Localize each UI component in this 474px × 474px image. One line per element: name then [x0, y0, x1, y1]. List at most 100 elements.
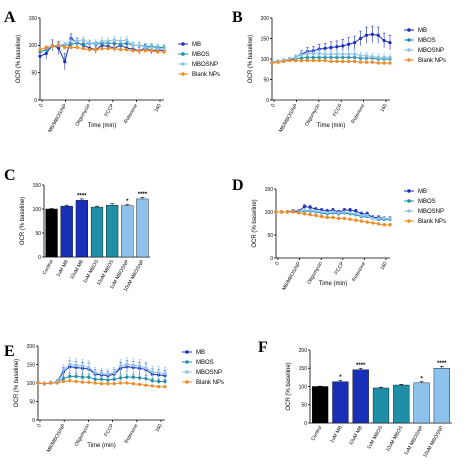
legend: MB MBOS MBOSNP Blank NPs: [404, 189, 446, 225]
data-point: [88, 41, 92, 45]
data-point: [87, 365, 91, 370]
data-point: [150, 49, 154, 53]
data-point: [376, 33, 380, 37]
x-tick-label: Rotenone: [123, 103, 139, 125]
data-point: [112, 371, 116, 375]
legend-label: Blank NPs: [196, 380, 224, 386]
panel-label: F: [258, 339, 268, 356]
legend-label: MBOS: [418, 199, 436, 205]
y-tick-label: 0: [270, 256, 273, 262]
series-blank-nps: [274, 210, 392, 227]
panel-label: A: [4, 9, 16, 26]
series-mbosnp: [36, 357, 167, 386]
data-point: [276, 60, 280, 64]
data-point: [150, 370, 154, 374]
series-blank-nps: [36, 379, 167, 389]
y-axis-title: OCR (% baseline): [286, 362, 292, 410]
x-tick-label: 160: [379, 103, 388, 113]
data-point: [365, 220, 369, 224]
data-point: [138, 376, 142, 380]
data-point: [337, 216, 341, 221]
legend-marker: [407, 219, 411, 223]
panel-label: B: [232, 9, 243, 26]
data-point: [80, 375, 85, 379]
data-point: [365, 214, 369, 218]
data-point: [291, 210, 295, 214]
data-point: [325, 215, 329, 220]
data-point: [305, 59, 309, 63]
significance-label: *: [420, 376, 423, 382]
data-point: [99, 371, 104, 375]
bar: [433, 368, 450, 424]
x-tick-label: 1uM MB: [55, 258, 70, 278]
data-point: [354, 212, 358, 216]
legend-label: Blank NPs: [418, 58, 446, 64]
data-point: [382, 38, 386, 43]
data-point: [156, 50, 160, 54]
data-point: [388, 223, 392, 227]
data-point: [388, 216, 392, 221]
data-point: [94, 48, 98, 52]
bar: [136, 198, 149, 258]
data-point: [347, 59, 351, 64]
y-axis-title: OCR (% baseline): [252, 199, 258, 247]
legend-marker: [181, 52, 185, 56]
data-point: [125, 48, 129, 52]
x-tick-label: 1uM MBOS: [366, 424, 384, 450]
data-point: [376, 61, 380, 65]
legend-label: MBOS: [418, 38, 436, 44]
legend-marker: [407, 58, 411, 62]
data-point: [347, 42, 351, 46]
data-point: [69, 42, 73, 46]
data-point: [323, 46, 327, 50]
data-point: [125, 375, 129, 379]
data-point: [131, 382, 135, 386]
y-tick-label: 100: [29, 43, 38, 49]
data-point: [143, 49, 147, 53]
legend-marker: [185, 380, 189, 384]
y-tick-label: 150: [33, 183, 42, 189]
data-point: [112, 382, 116, 386]
data-point: [74, 379, 78, 384]
data-point: [370, 60, 374, 64]
data-point: [99, 382, 104, 386]
bar: [352, 369, 369, 424]
y-tick-label: 100: [261, 57, 270, 63]
data-point: [341, 44, 345, 48]
data-point: [143, 45, 147, 50]
data-point: [44, 51, 48, 56]
data-point: [329, 45, 333, 50]
x-tick-label: FCCP: [103, 422, 115, 437]
bar: [106, 204, 119, 258]
data-point: [63, 42, 67, 46]
x-tick-label: 160: [154, 423, 163, 433]
data-point: [93, 371, 97, 375]
data-point: [348, 217, 352, 221]
series-mbosnp: [270, 48, 392, 64]
data-point: [150, 384, 154, 388]
data-point: [74, 374, 78, 378]
data-point: [137, 49, 141, 53]
data-point: [50, 44, 55, 49]
data-point: [74, 363, 78, 367]
data-point: [308, 208, 312, 212]
data-point: [320, 210, 324, 214]
legend-label: MBOSNP: [196, 370, 222, 376]
x-tick-label: 0: [38, 103, 45, 109]
data-point: [285, 210, 289, 214]
y-tick-label: 150: [29, 16, 38, 22]
data-point: [100, 39, 104, 43]
y-tick-label: 50: [35, 231, 41, 237]
data-point: [299, 59, 304, 63]
data-point: [364, 33, 368, 37]
data-point: [87, 380, 91, 384]
x-tick-label: MB/MBOS/NP: [278, 102, 300, 133]
legend-marker: [407, 199, 411, 203]
y-tick-label: 0: [34, 98, 37, 104]
data-point: [163, 385, 167, 389]
data-point: [157, 371, 161, 375]
